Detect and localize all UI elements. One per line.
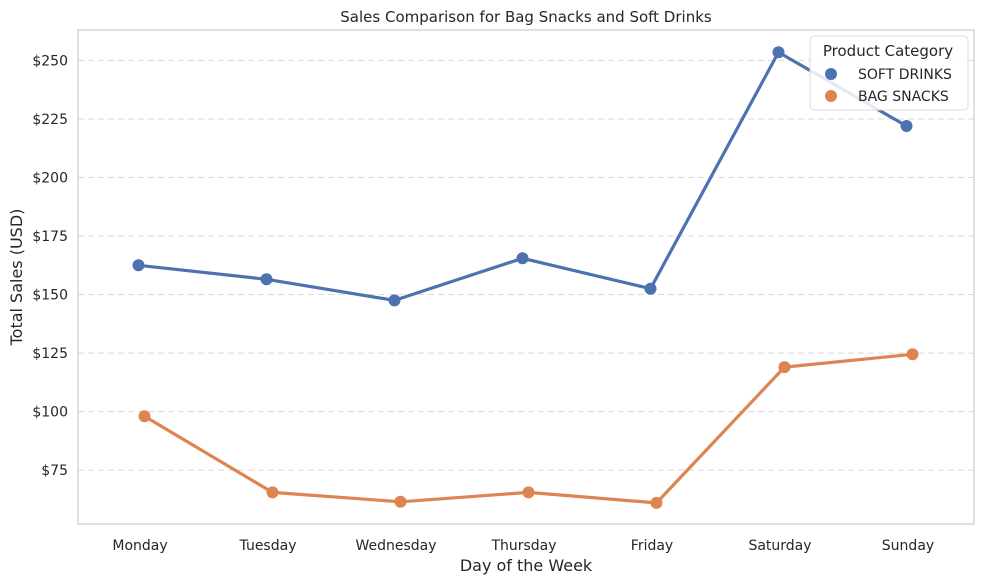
data-point-soft-drinks [900, 120, 913, 132]
x-tick-label: Wednesday [355, 538, 436, 554]
x-tick-label: Sunday [882, 538, 934, 554]
y-tick-label: $100 [32, 405, 68, 421]
y-tick-label: $150 [32, 288, 68, 304]
y-axis-title: Total Sales (USD) [7, 209, 26, 347]
data-point-soft-drinks [772, 46, 785, 59]
series-layer [132, 46, 919, 509]
x-tick-label: Monday [112, 538, 167, 554]
data-point-soft-drinks [516, 252, 529, 265]
x-axis-title: Day of the Week [460, 556, 593, 575]
x-tick-labels: Monday Tuesday Wednesday Thursday Friday Satu… [112, 538, 934, 554]
data-point-bag-snacks [650, 496, 663, 509]
y-tick-label: $125 [32, 346, 68, 362]
data-point-bag-snacks [906, 348, 919, 361]
data-point-soft-drinks [644, 282, 657, 295]
x-tick-label: Thursday [490, 538, 556, 554]
y-tick-label: $250 [32, 53, 68, 69]
legend-label-bag-snacks: BAG SNACKS [858, 89, 949, 105]
data-point-bag-snacks [522, 486, 535, 499]
series-soft-drinks [132, 46, 913, 307]
y-tick-label: $200 [32, 170, 68, 186]
y-tick-label: $175 [32, 229, 68, 245]
series-bag-snacks [138, 348, 919, 509]
data-point-bag-snacks [138, 410, 151, 423]
x-tick-label: Tuesday [239, 538, 297, 554]
legend-label-soft-drinks: SOFT DRINKS [858, 67, 952, 83]
legend-marker-bag-snacks [825, 90, 837, 102]
legend-box [809, 35, 969, 111]
data-point-soft-drinks [260, 273, 273, 286]
legend-marker-soft-drinks [825, 68, 837, 80]
data-point-bag-snacks [266, 486, 279, 499]
y-tick-label: $75 [41, 463, 68, 479]
legend-title: Product Category [823, 42, 953, 60]
y-tick-label: $225 [32, 112, 68, 128]
data-point-soft-drinks [132, 259, 145, 272]
data-point-bag-snacks [778, 361, 791, 374]
chart-title: Sales Comparison for Bag Snacks and Soft… [340, 8, 712, 26]
x-tick-label: Friday [631, 538, 673, 554]
data-point-soft-drinks [388, 294, 401, 307]
x-tick-label: Saturday [748, 538, 811, 554]
legend: Product Category SOFT DRINKS BAG SNACKS [809, 35, 969, 111]
data-point-bag-snacks [394, 495, 407, 508]
y-tick-labels: $75 $100 $125 $150 $175 $200 $225 $250 [32, 53, 68, 479]
plot-frame [77, 29, 975, 525]
